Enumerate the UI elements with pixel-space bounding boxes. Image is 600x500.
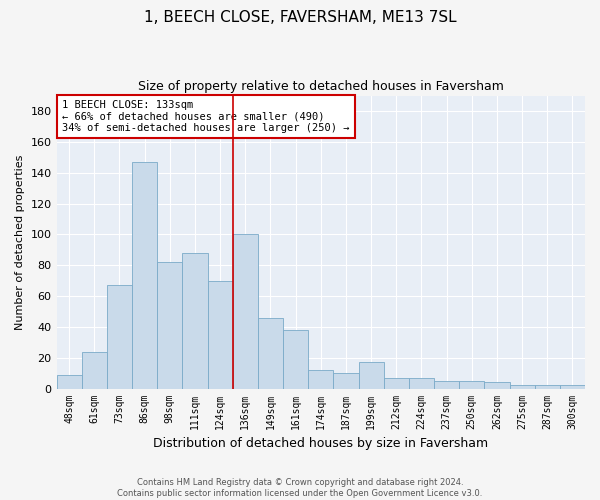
Bar (409, 378, 434, 388)
Bar (359, 362, 383, 388)
Bar (107, 285, 132, 389)
Bar (157, 262, 182, 388)
Bar (459, 381, 484, 388)
Bar (258, 318, 283, 388)
Text: Contains HM Land Registry data © Crown copyright and database right 2024.
Contai: Contains HM Land Registry data © Crown c… (118, 478, 482, 498)
Bar (132, 162, 157, 388)
X-axis label: Distribution of detached houses by size in Faversham: Distribution of detached houses by size … (153, 437, 488, 450)
Bar (383, 378, 409, 388)
Bar (233, 234, 258, 388)
Y-axis label: Number of detached properties: Number of detached properties (15, 154, 25, 330)
Text: 1, BEECH CLOSE, FAVERSHAM, ME13 7SL: 1, BEECH CLOSE, FAVERSHAM, ME13 7SL (143, 10, 457, 25)
Bar (56, 374, 82, 388)
Bar (82, 352, 107, 389)
Bar (484, 382, 509, 388)
Text: 1 BEECH CLOSE: 133sqm
← 66% of detached houses are smaller (490)
34% of semi-det: 1 BEECH CLOSE: 133sqm ← 66% of detached … (62, 100, 349, 133)
Bar (283, 330, 308, 388)
Bar (334, 373, 359, 388)
Bar (182, 253, 208, 388)
Title: Size of property relative to detached houses in Faversham: Size of property relative to detached ho… (138, 80, 504, 93)
Bar (208, 280, 233, 388)
Bar (308, 370, 334, 388)
Bar (560, 386, 585, 388)
Bar (434, 381, 459, 388)
Bar (509, 386, 535, 388)
Bar (535, 386, 560, 388)
